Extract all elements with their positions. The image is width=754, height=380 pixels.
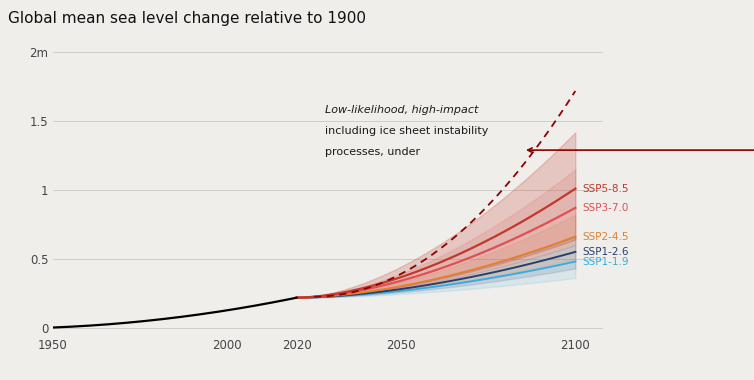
Text: SSP3-7.0: SSP3-7.0 [582,203,629,213]
Text: including ice sheet instability: including ice sheet instability [324,126,488,136]
Text: SSP2-4.5: SSP2-4.5 [582,232,629,242]
Text: SSP1-2.6: SSP1-2.6 [582,247,629,257]
Text: Global mean sea level change relative to 1900: Global mean sea level change relative to… [8,11,366,26]
Text: Low-likelihood, high-impact: Low-likelihood, high-impact [324,105,478,115]
Text: processes, under: processes, under [324,147,423,157]
Text: SSP5-8.5: SSP5-8.5 [582,184,629,194]
Text: SSP1-1.9: SSP1-1.9 [582,256,629,266]
